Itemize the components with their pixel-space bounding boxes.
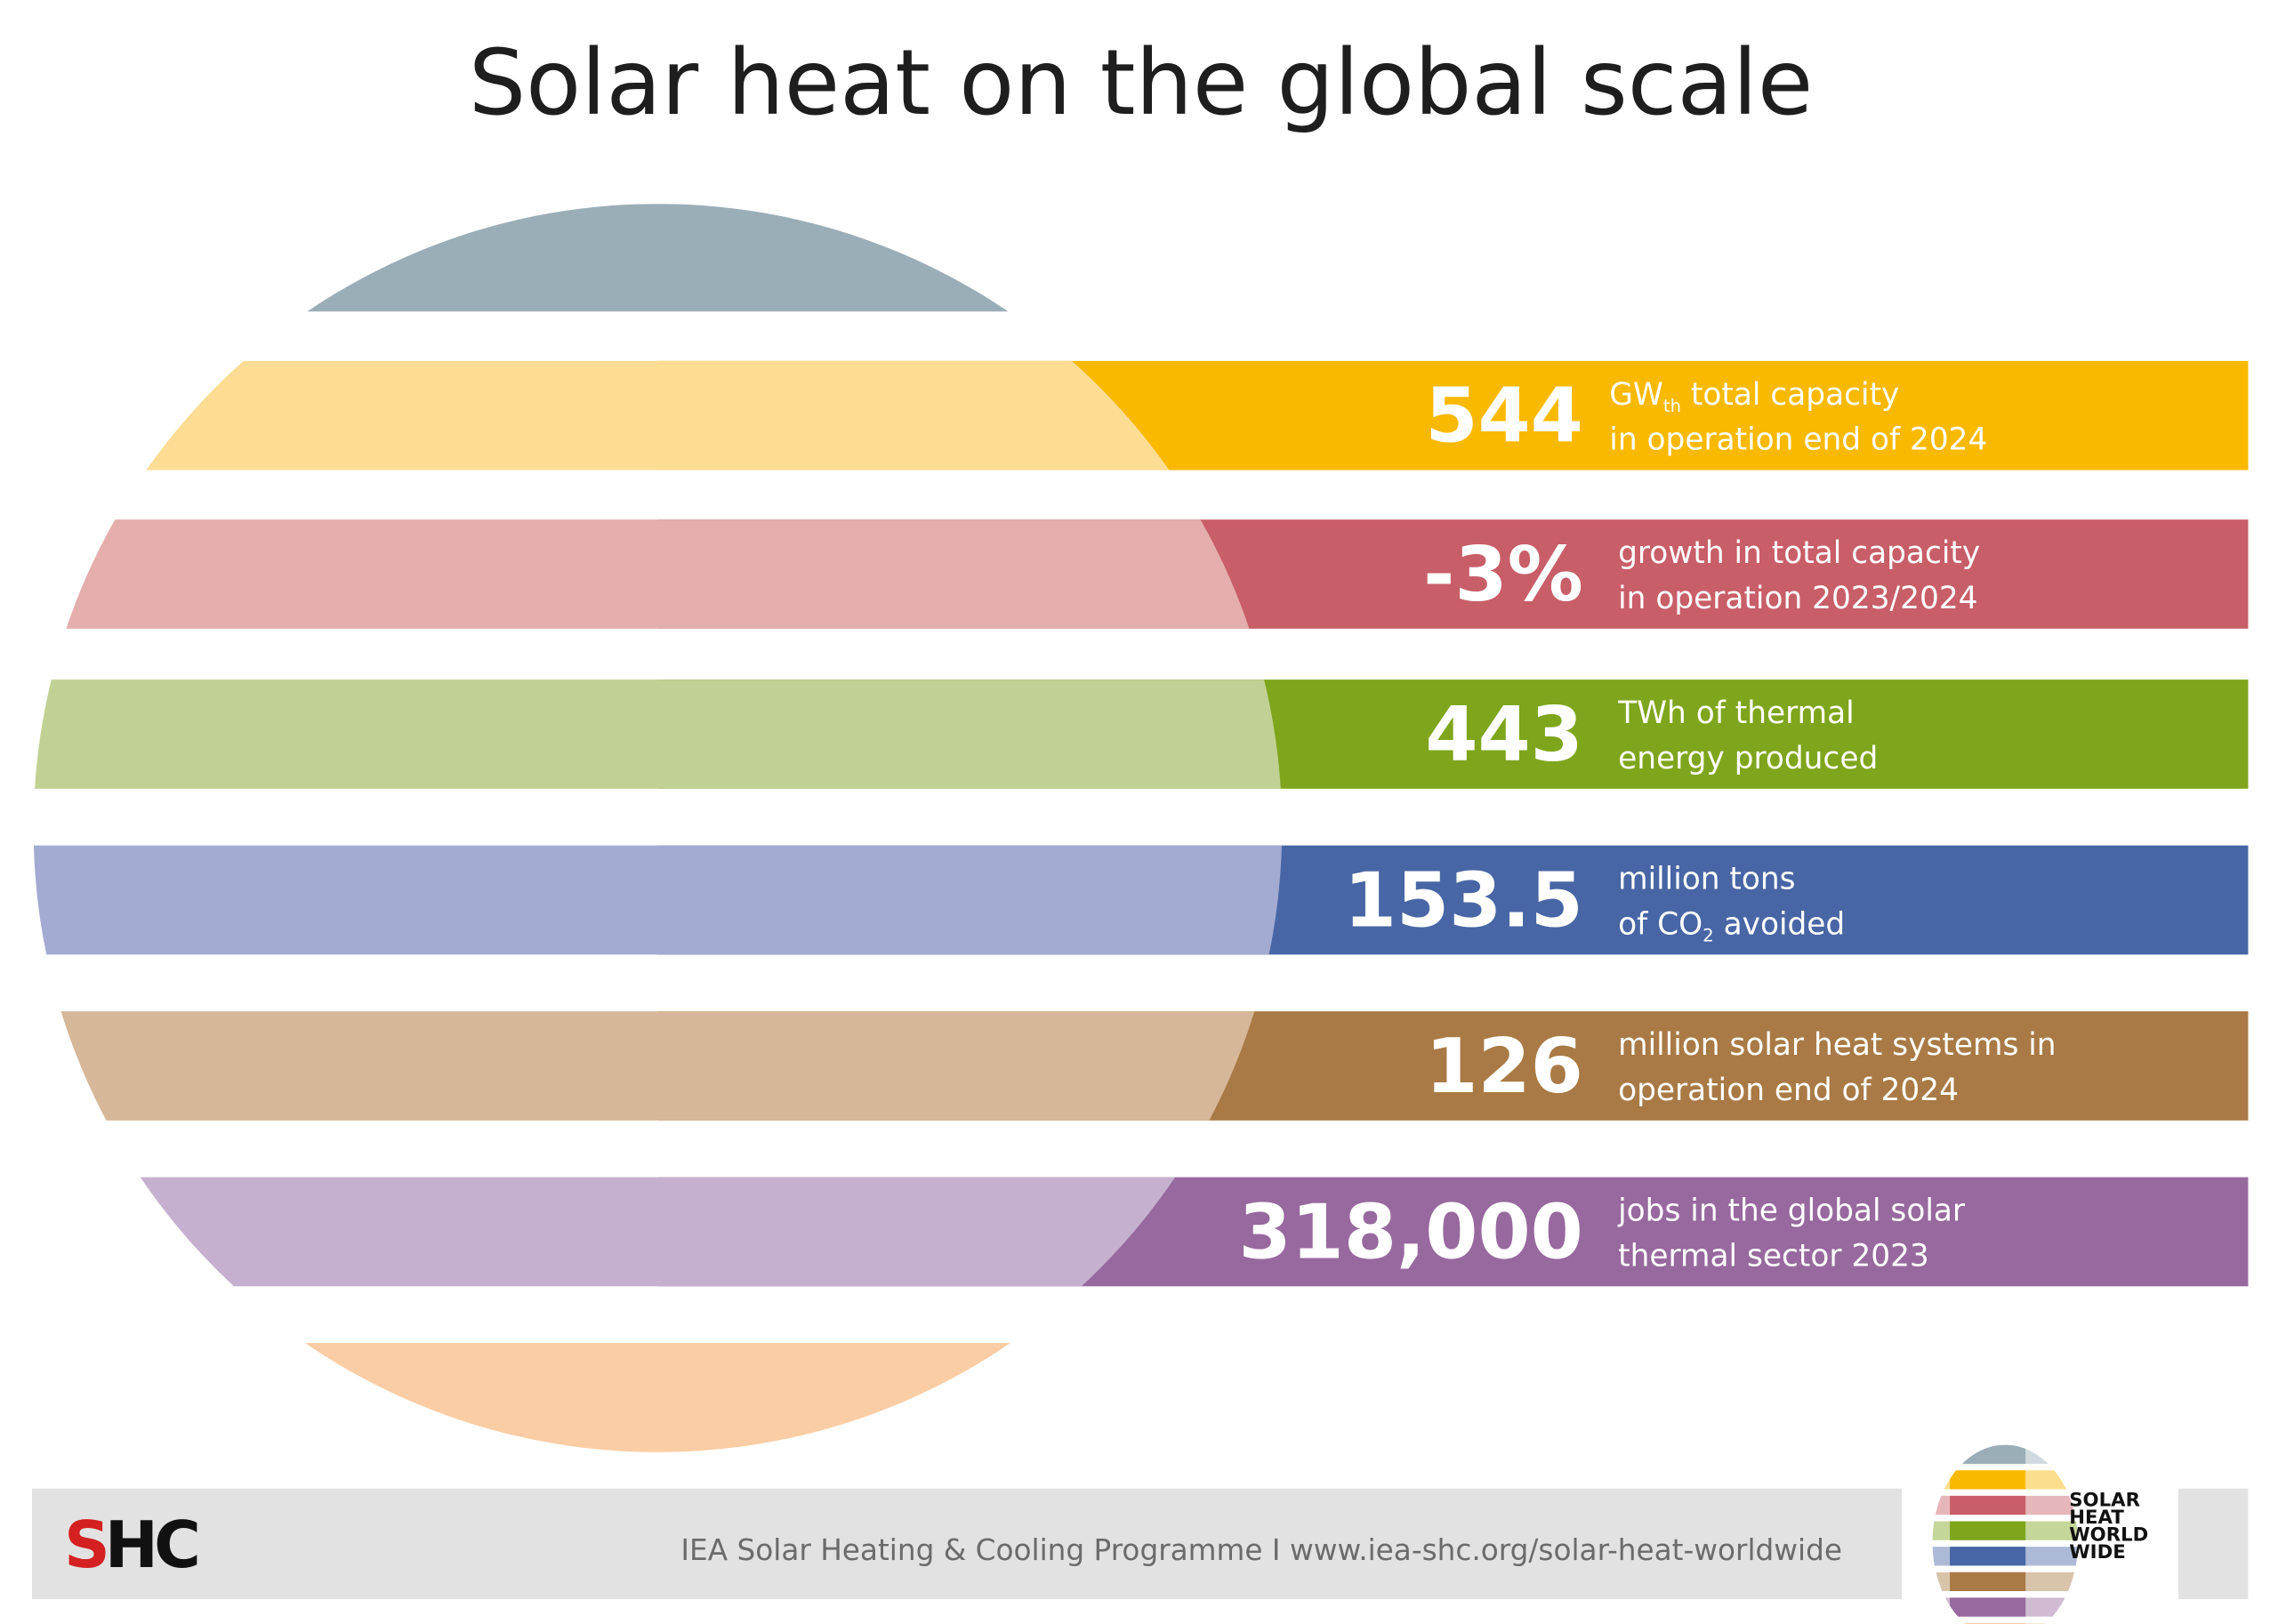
stat-bands: 544 GWth total capacity in operation end o…: [33, 360, 2249, 1287]
svg-text:WORLD: WORLD: [2069, 1524, 2148, 1547]
footer-bar: [31, 1488, 1903, 1600]
stat-value: 443: [1425, 691, 1583, 779]
stat-label-line1: growth in total capacity: [1618, 535, 1980, 571]
svg-text:HEAT: HEAT: [2069, 1507, 2124, 1529]
page-title: Solar heat on the global scale: [469, 30, 1813, 135]
badge-stripe: [1950, 1597, 2026, 1617]
globe-slice: [33, 519, 1283, 629]
badge-stripe: [1950, 1444, 2026, 1464]
svg-text:WIDE: WIDE: [2069, 1541, 2126, 1564]
globe-slice: [33, 1011, 1283, 1121]
badge-stripe: [1950, 1572, 2026, 1592]
top-cap: [33, 204, 1283, 312]
stat-band: 318,000 jobs in the global solar thermal s…: [33, 1177, 2249, 1287]
stat-label-line1: GWth total capacity: [1609, 377, 1899, 416]
stat-band: 153.5 million tons of CO2 avoided: [33, 845, 2249, 955]
globe-slice: [33, 1177, 1283, 1287]
stat-label-line1: million solar heat systems in: [1618, 1027, 2056, 1063]
stat-label-line1: jobs in the global solar: [1617, 1194, 1966, 1229]
stat-label-line2: thermal sector 2023: [1618, 1238, 1929, 1274]
globe-slice: [33, 679, 1283, 789]
stat-label-line1: TWh of thermal: [1617, 695, 1855, 731]
stat-band: -3% growth in total capacity in operation …: [33, 519, 2249, 629]
svg-text:HC: HC: [105, 1507, 197, 1582]
footer-text: IEA Solar Heating & Cooling Programme I …: [680, 1533, 1842, 1567]
stat-value: 318,000: [1238, 1188, 1582, 1276]
solar-heat-worldwide-logo: SOLAR HEAT WORLD WIDE: [1932, 1444, 2148, 1624]
stat-value: 544: [1425, 373, 1583, 461]
stat-value: -3%: [1423, 531, 1583, 619]
globe-slice: [33, 360, 1283, 470]
globe-slice: [33, 845, 1283, 955]
badge-stripe: [1950, 1470, 2026, 1490]
shc-logo: S HC: [64, 1507, 202, 1582]
footer-bar-right: [2177, 1488, 2249, 1600]
svg-text:S: S: [64, 1507, 106, 1582]
badge-stripe: [1950, 1547, 2026, 1566]
stat-band: 443 TWh of thermal energy produced: [33, 679, 2249, 789]
stat-value: 153.5: [1344, 856, 1583, 945]
badge-stripe: [1950, 1495, 2026, 1515]
stat-band: 126 million solar heat systems in operatio…: [33, 1011, 2249, 1121]
svg-text:SOLAR: SOLAR: [2069, 1489, 2140, 1511]
stat-label-line1: million tons: [1618, 862, 1795, 897]
stat-label-line2: in operation end of 2024: [1609, 422, 1987, 458]
stat-value: 126: [1425, 1023, 1583, 1111]
badge-stripe: [1950, 1521, 2026, 1540]
bottom-cap: [33, 1343, 1283, 1452]
stat-label-line2: of CO2 avoided: [1618, 906, 1845, 945]
stat-label-line2: energy produced: [1618, 741, 1878, 776]
stat-label-line2: operation end of 2024: [1618, 1073, 1959, 1108]
stat-band: 544 GWth total capacity in operation end o…: [33, 360, 2249, 470]
stat-label-line2: in operation 2023/2024: [1618, 581, 1977, 616]
